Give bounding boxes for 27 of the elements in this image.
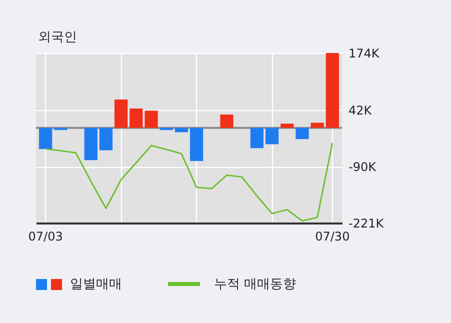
bar bbox=[280, 124, 294, 128]
bar bbox=[84, 128, 98, 160]
x-tick-label: 07/03 bbox=[28, 230, 63, 244]
bar bbox=[310, 122, 324, 128]
bar bbox=[144, 110, 158, 128]
bar bbox=[114, 99, 128, 128]
line-series bbox=[44, 142, 334, 222]
y-tick-label: -90K bbox=[348, 160, 378, 174]
y-tick-label: -221K bbox=[348, 216, 385, 230]
bar bbox=[130, 108, 143, 128]
bar bbox=[296, 128, 309, 140]
bar bbox=[39, 128, 52, 149]
bar bbox=[99, 128, 113, 150]
bar bbox=[160, 128, 173, 130]
bar bbox=[190, 128, 204, 162]
bar bbox=[326, 53, 339, 128]
bar bbox=[174, 128, 188, 132]
bar bbox=[220, 114, 234, 128]
y-tick-label: 42K bbox=[348, 103, 373, 118]
chart-title: 외국인 bbox=[38, 29, 77, 46]
bar bbox=[250, 128, 264, 148]
legend-label: 누적 매매동향 bbox=[214, 276, 296, 293]
y-tick-label: 174K bbox=[348, 46, 380, 60]
bar bbox=[54, 128, 68, 130]
x-tick-label: 07/30 bbox=[315, 230, 350, 244]
bar bbox=[265, 128, 279, 144]
legend-label: 일별매매 bbox=[70, 276, 122, 293]
